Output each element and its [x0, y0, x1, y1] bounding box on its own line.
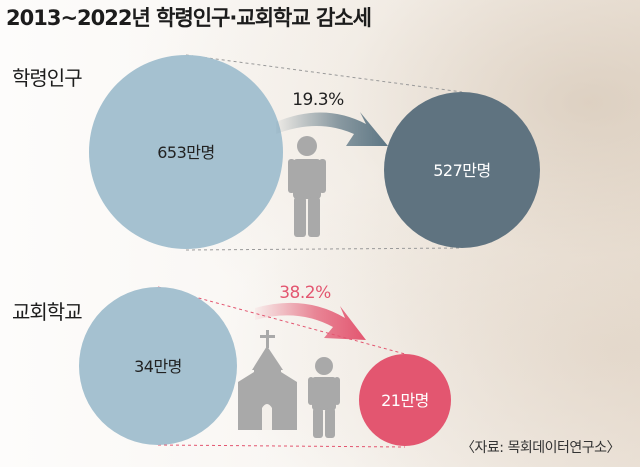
after-circle: [359, 354, 451, 446]
section-label-church-school: 교회학교: [12, 300, 83, 324]
row-church-school: 34만명 21만명 38.2%: [79, 283, 451, 448]
decrease-arrow: [276, 112, 388, 146]
before-circle: [79, 287, 237, 445]
section-label-school-age-population: 학령인구: [12, 66, 83, 90]
before-circle: [89, 55, 283, 249]
after-circle: [384, 92, 540, 248]
decrease-arrow: [255, 302, 366, 340]
church-icon: [238, 330, 297, 430]
person-icon: [288, 136, 326, 237]
guide-line-bottom: [157, 444, 406, 448]
guide-line-top: [185, 54, 463, 93]
after-value-label: 21만명: [381, 391, 429, 410]
row-school-age-population: 653만명 527만명 19.3%: [89, 54, 540, 251]
decrease-percent-label: 38.2%: [279, 283, 331, 303]
before-value-label: 34만명: [134, 357, 182, 376]
person-icon: [308, 357, 340, 438]
guide-line-bottom: [185, 247, 463, 251]
decrease-percent-label: 19.3%: [292, 90, 344, 110]
after-value-label: 527만명: [433, 161, 490, 180]
before-value-label: 653만명: [157, 143, 214, 162]
guide-line-top: [157, 286, 406, 355]
source-note: 〈자료: 목회데이터연구소〉: [461, 440, 620, 456]
page-title: 2013~2022년 학령인구·교회학교 감소세: [6, 6, 372, 30]
